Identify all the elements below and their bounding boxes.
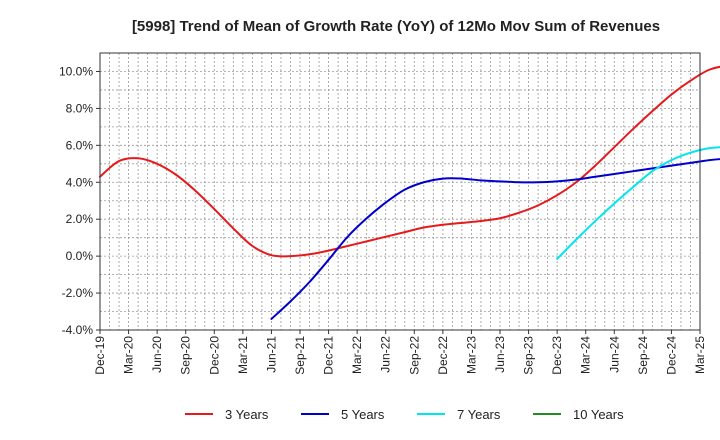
y-tick-label: -2.0% [62,286,94,300]
x-tick-label: Sep-22 [407,336,421,375]
x-tick-label: Jun-24 [607,336,621,373]
legend-label-3-years: 3 Years [225,407,269,422]
x-tick-label: Jun-23 [493,336,507,373]
series-lines [99,65,720,320]
y-tick-label: 2.0% [66,212,94,226]
x-tick-label: Mar-20 [122,336,136,374]
series-line-3-years [99,65,720,258]
x-tick-label: Dec-20 [207,336,221,375]
x-tick-label: Dec-23 [550,336,564,375]
x-tick-label: Mar-24 [579,336,593,374]
x-tick-label: Dec-21 [322,336,336,375]
x-tick-label: Dec-19 [93,336,107,375]
x-tick-label: Jun-20 [150,336,164,373]
legend-label-7-years: 7 Years [457,407,501,422]
x-tick-label: Dec-22 [436,336,450,375]
x-tick-label: Jun-22 [379,336,393,373]
y-tick-label: 0.0% [66,249,94,263]
series-line-5-years [270,158,720,320]
x-tick-label: Mar-23 [464,336,478,374]
grid-lines [100,52,700,331]
legend-label-5-years: 5 Years [341,407,385,422]
x-tick-label: Sep-24 [636,336,650,375]
chart-title: [5998] Trend of Mean of Growth Rate (YoY… [132,18,660,35]
y-tick-label: 6.0% [66,138,94,152]
series-line-7-years [556,146,720,260]
legend-label-10-years: 10 Years [573,407,624,422]
axes: -4.0% -2.0% 0.0% 2.0% 4.0% 6.0% 8.0% 10.0% Dec-1… [59,64,707,374]
plot-area-border [99,52,701,331]
x-tick-label: Mar-25 [693,336,707,374]
y-tick-label: 10.0% [59,64,93,78]
x-tick-label: Sep-20 [179,336,193,375]
y-tick-label: 4.0% [66,175,94,189]
x-tick-label: Jun-21 [264,336,278,373]
x-tick-label: Dec-24 [664,336,678,375]
x-tick-label: Sep-23 [522,336,536,375]
legend: 3 Years 5 Years 7 Years 10 Years [185,407,624,422]
x-tick-label: Mar-21 [236,336,250,374]
y-tick-label: -4.0% [62,323,94,337]
x-tick-label: Sep-21 [293,336,307,375]
y-tick-label: 8.0% [66,101,94,115]
x-tick-label: Mar-22 [350,336,364,374]
